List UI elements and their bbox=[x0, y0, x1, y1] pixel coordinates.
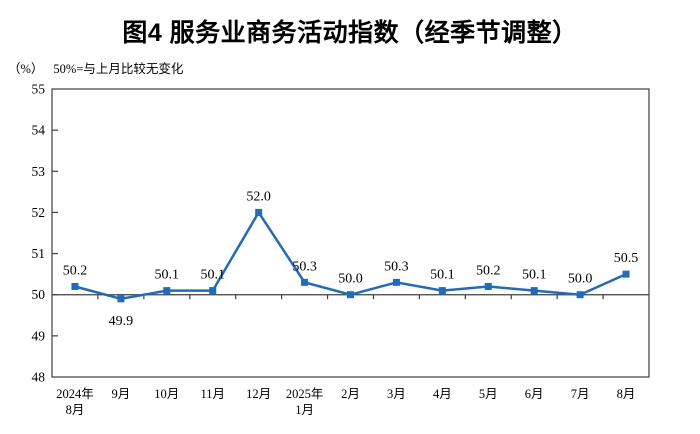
data-point-marker bbox=[301, 278, 309, 286]
data-point-marker bbox=[117, 295, 125, 303]
data-point-marker bbox=[71, 282, 79, 290]
data-point-label: 49.9 bbox=[109, 314, 134, 329]
x-axis-category-label: 7月 bbox=[571, 387, 590, 401]
x-axis-category-label: 2月 bbox=[341, 387, 360, 401]
x-axis-category-label: 10月 bbox=[154, 387, 179, 401]
data-point-marker bbox=[163, 287, 171, 295]
data-point-marker bbox=[530, 287, 538, 295]
data-point-label: 50.5 bbox=[614, 251, 639, 266]
x-axis-category-label: 4月 bbox=[433, 387, 452, 401]
data-point-marker bbox=[347, 291, 354, 299]
data-point-marker bbox=[209, 287, 217, 295]
data-point-label: 50.2 bbox=[63, 263, 88, 278]
x-axis-category-label: 5月 bbox=[479, 387, 498, 401]
data-point-label: 50.1 bbox=[522, 268, 547, 283]
y-axis-tick-label: 49 bbox=[32, 328, 46, 343]
data-point-marker bbox=[622, 270, 630, 278]
data-point-label: 50.2 bbox=[476, 263, 501, 278]
data-point-marker bbox=[576, 291, 584, 299]
data-point-label: 50.0 bbox=[338, 272, 363, 287]
baseline-note: 50%=与上月比较无变化 bbox=[53, 62, 184, 76]
x-axis-category-label: 6月 bbox=[525, 387, 544, 401]
plot-border bbox=[51, 88, 650, 378]
data-point-label: 50.3 bbox=[292, 259, 317, 274]
chart-title: 图4 服务业商务活动指数（经季节调整） bbox=[122, 19, 578, 47]
x-axis-category-label: 9月 bbox=[112, 387, 131, 401]
data-point-label: 50.1 bbox=[200, 268, 225, 283]
x-axis-category-label: 3月 bbox=[387, 387, 406, 401]
y-axis-unit-label: （%） bbox=[8, 62, 44, 76]
y-axis-tick-label: 51 bbox=[32, 246, 46, 261]
data-point-label: 50.0 bbox=[568, 272, 593, 287]
data-point-marker bbox=[484, 282, 492, 290]
x-axis-category-label: 11月 bbox=[200, 387, 225, 401]
data-point-label: 52.0 bbox=[246, 189, 271, 204]
x-axis-category-label: 1月 bbox=[295, 403, 314, 417]
chart-subtitle: （%） 50%=与上月比较无变化 bbox=[8, 58, 183, 77]
x-axis-category-label: 8月 bbox=[66, 403, 85, 417]
data-point-label: 50.1 bbox=[430, 268, 455, 283]
y-axis-tick-label: 50 bbox=[32, 287, 46, 302]
x-axis-category-label: 2024年 bbox=[56, 387, 94, 401]
data-point-marker bbox=[392, 278, 400, 286]
y-axis-tick-label: 54 bbox=[32, 123, 46, 138]
x-axis-category-label: 8月 bbox=[617, 387, 636, 401]
data-point-label: 50.1 bbox=[155, 268, 180, 283]
data-point-label: 50.3 bbox=[384, 259, 409, 274]
data-point-marker bbox=[255, 208, 263, 216]
y-axis-tick-label: 53 bbox=[32, 164, 46, 179]
y-axis-tick-label: 52 bbox=[32, 205, 46, 220]
y-axis-tick-label: 48 bbox=[32, 370, 46, 385]
data-point-marker bbox=[438, 287, 446, 295]
y-axis-tick-label: 55 bbox=[32, 82, 46, 97]
x-axis-category-label: 2025年 bbox=[286, 387, 324, 401]
x-axis-category-label: 12月 bbox=[246, 387, 271, 401]
